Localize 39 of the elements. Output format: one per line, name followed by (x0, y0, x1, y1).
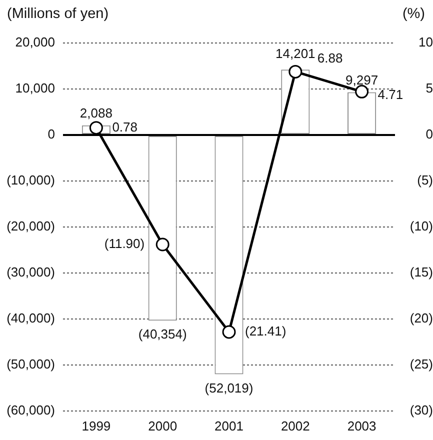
point (288, 64, 302, 78)
y-tick-label: (30,000) (6, 264, 55, 280)
data-label: 9,297 (346, 72, 378, 88)
y2-tick-label: (5) (417, 172, 433, 188)
y-tick-label: 0 (48, 126, 55, 142)
y2-tick-label: 5 (426, 80, 433, 96)
data-label: 2,088 (80, 105, 112, 120)
y-tick-label: (60,000) (6, 402, 55, 418)
y-tick-label: 20,000 (15, 34, 55, 50)
y2-tick-label: (25) (410, 356, 433, 372)
data-label: (40,354) (138, 326, 187, 342)
point (156, 238, 170, 252)
y-tick-label: (50,000) (6, 356, 55, 372)
y-tick-label: (20,000) (6, 218, 55, 234)
y-tick-label: 10,000 (15, 80, 55, 96)
data-label: (21.41) (245, 324, 286, 339)
y-tick-label: (10,000) (6, 172, 55, 188)
data-label: (52,019) (204, 380, 254, 396)
data-label: 4.71 (378, 87, 404, 102)
y2-tick-label: 10 (418, 34, 433, 50)
y-axis-title: (Millions of yen) (7, 6, 109, 23)
data-label: 0.78 (112, 119, 138, 134)
y2-tick-label: 0 (426, 126, 433, 142)
data-label: 6.88 (317, 50, 343, 66)
x-tick-label: 2000 (148, 418, 178, 434)
y2-axis-title: (%) (402, 6, 425, 23)
x-tick-label: 1999 (82, 418, 111, 434)
point (222, 325, 236, 339)
point (89, 121, 103, 135)
data-label: 14,201 (276, 46, 316, 61)
x-tick-label: 2001 (214, 418, 244, 434)
x-tick-label: 2003 (347, 418, 376, 434)
y2-tick-label: (10) (410, 218, 433, 234)
y2-tick-label: (20) (410, 310, 433, 326)
y2-tick-label: (15) (410, 264, 433, 280)
y-tick-label: (40,000) (6, 310, 55, 326)
y2-tick-label: (30) (410, 402, 433, 418)
x-tick-label: 2002 (280, 418, 310, 434)
data-label: (11.90) (104, 236, 145, 252)
